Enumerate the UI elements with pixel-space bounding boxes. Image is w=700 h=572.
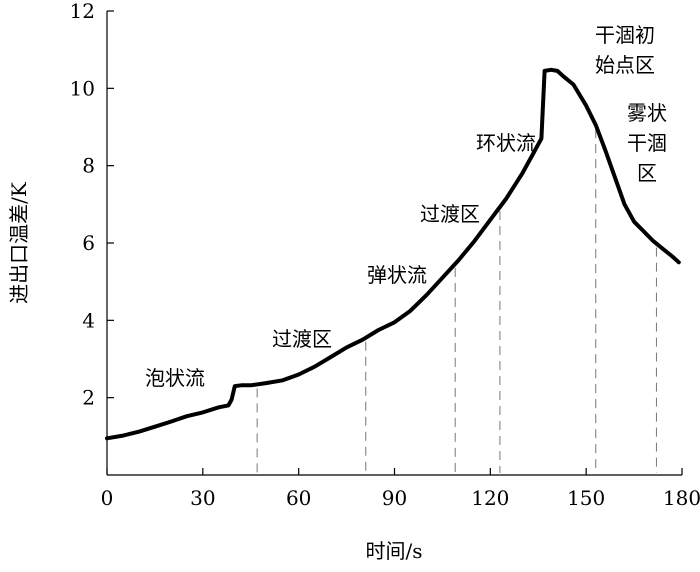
x-tick-label: 90 [382, 486, 407, 510]
x-tick-label: 120 [471, 486, 509, 510]
region-label: 雾状干涸区 [627, 101, 667, 185]
x-tick-label: 0 [101, 486, 114, 510]
region-label: 泡状流 [145, 366, 205, 390]
region-label: 过渡区 [272, 327, 332, 351]
region-label: 弹状流 [367, 263, 427, 287]
x-tick-label: 180 [663, 486, 700, 510]
y-tick-label: 8 [82, 154, 95, 178]
axis-ticks: 0 30 60 90 120 150 180 2 4 6 8 10 12 [70, 0, 700, 510]
region-label: 干涸初始点区 [595, 23, 655, 77]
region-label: 过渡区 [420, 202, 480, 226]
y-tick-label: 12 [70, 0, 95, 23]
region-label: 环状流 [476, 131, 536, 155]
x-tick-label: 30 [190, 486, 215, 510]
region-dividers [256, 129, 657, 473]
y-tick-label: 10 [70, 76, 95, 100]
x-tick-label: 60 [286, 486, 311, 510]
y-axis-label: 进出口温差/K [7, 181, 31, 304]
series-layer [105, 67, 681, 441]
y-tick-label: 6 [82, 231, 95, 255]
series-line [105, 67, 681, 441]
x-tick-label: 150 [567, 486, 605, 510]
x-axis-label: 时间/s [365, 539, 422, 563]
y-tick-label: 4 [82, 308, 95, 332]
y-tick-label: 2 [82, 386, 95, 410]
